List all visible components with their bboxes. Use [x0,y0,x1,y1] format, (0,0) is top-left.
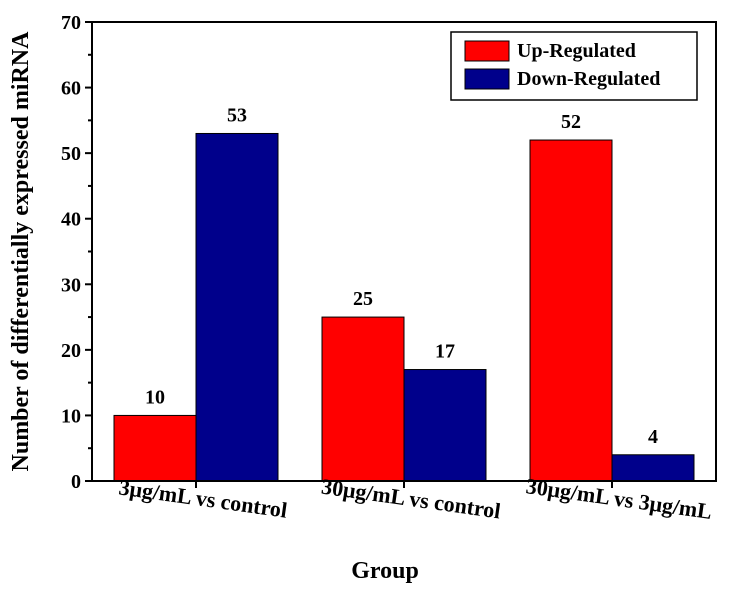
legend-label: Up-Regulated [517,40,636,62]
y-tick-label: 50 [61,143,81,165]
bar-up-regulated [113,414,197,482]
y-tick-label: 10 [61,405,81,427]
bar-up-regulated [321,316,405,482]
data-label: 17 [435,341,455,363]
x-axis-ticks [195,481,613,488]
bar-down-regulated [403,369,487,482]
legend-swatch [464,40,510,62]
y-tick-label: 40 [61,209,81,231]
y-tick-label: 20 [61,340,81,362]
data-labels-layer: 10 53 25 17 52 4 [145,104,658,447]
y-tick-label: 30 [61,274,81,296]
y-axis-title: Number of differentially expressed miRNA [8,31,34,472]
legend-swatch [464,68,510,90]
data-label: 4 [648,426,658,448]
data-label: 52 [561,111,581,133]
data-label: 25 [353,288,373,310]
y-tick-label: 60 [61,78,81,100]
data-label: 53 [227,104,247,126]
legend-label: Down-Regulated [517,68,660,90]
y-axis-ticks: 0 10 20 30 40 50 60 70 [61,12,92,493]
data-label: 10 [145,386,165,408]
y-tick-label: 70 [61,12,81,34]
y-tick-label: 0 [71,471,81,493]
bar-down-regulated [611,454,695,482]
bar-down-regulated [195,132,279,482]
x-axis-title: Group [351,558,419,584]
legend: Up-Regulated Down-Regulated [450,31,698,101]
bars-layer [113,132,695,482]
bar-up-regulated [529,139,613,482]
